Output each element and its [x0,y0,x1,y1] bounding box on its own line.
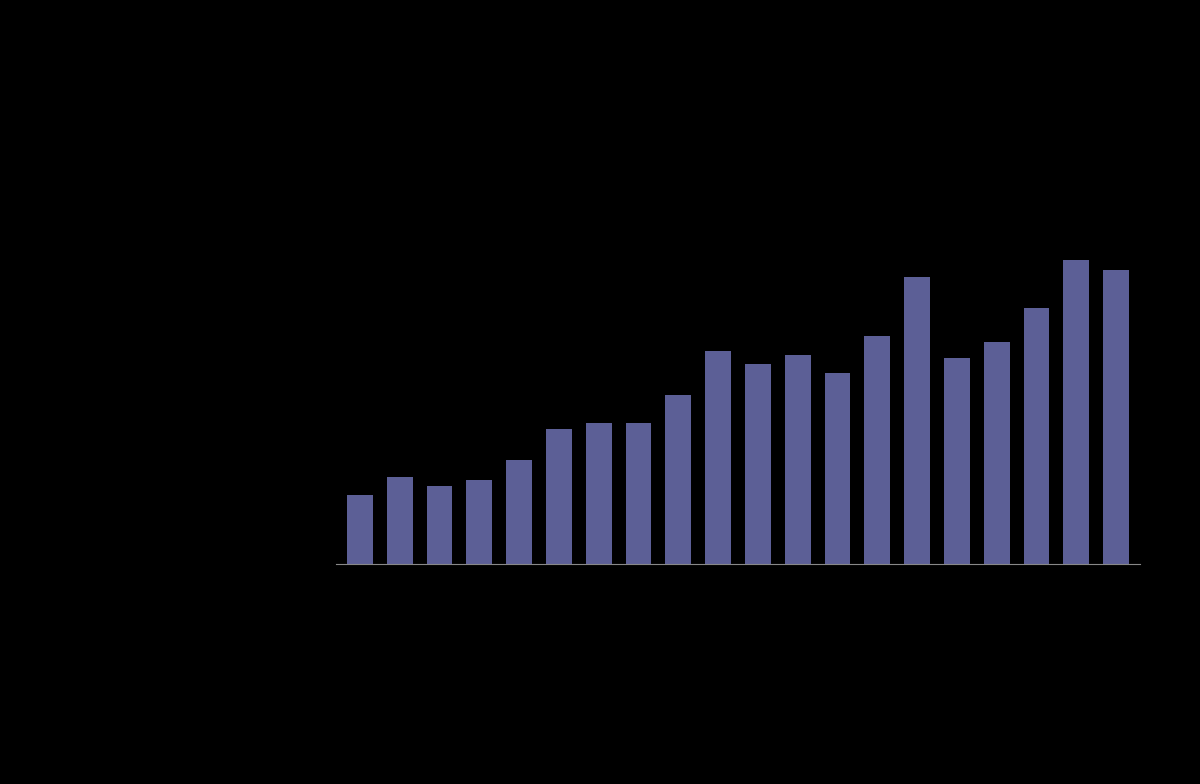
Bar [745,364,770,564]
Bar [347,495,373,564]
Bar [864,336,890,564]
Bar [984,343,1009,564]
Bar [824,373,851,564]
Bar [904,277,930,564]
Bar [467,480,492,564]
Bar [546,430,572,564]
Bar [625,423,652,564]
Bar [1103,270,1129,564]
Bar [944,358,970,564]
Bar [665,394,691,564]
Bar [1063,260,1090,564]
Bar [386,477,413,564]
Bar [426,486,452,564]
Bar [586,423,612,564]
Bar [506,460,532,564]
Bar [706,351,731,564]
Bar [1024,307,1050,564]
Bar [785,355,811,564]
